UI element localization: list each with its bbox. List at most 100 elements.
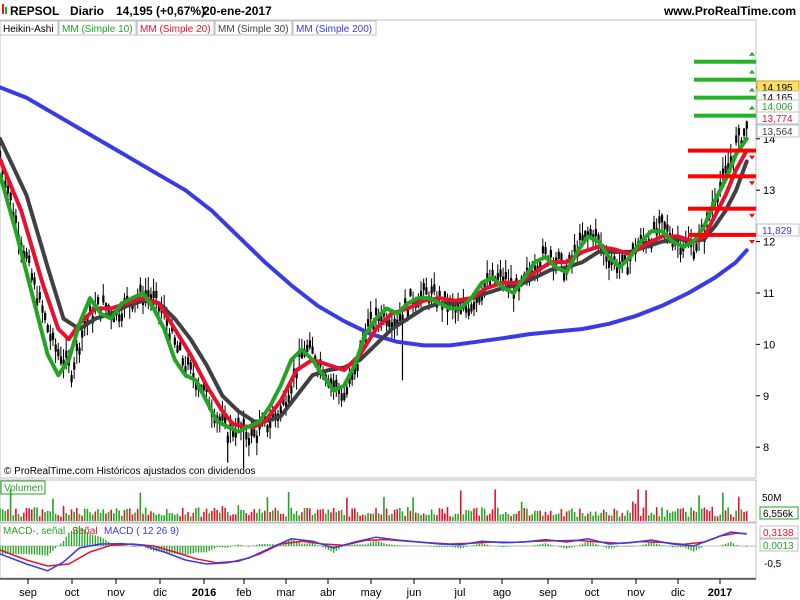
volume-bar (444, 513, 446, 521)
volume-bar (240, 510, 242, 521)
macd-value-label: 0,0013 (763, 541, 794, 552)
candle-body (46, 324, 49, 333)
volume-bar (327, 509, 330, 521)
candle-body (81, 330, 84, 338)
volume-bar (134, 512, 136, 521)
candle-body (465, 305, 468, 313)
volume-bar (277, 510, 279, 521)
support-level (688, 232, 756, 237)
x-tick-label: ago (493, 587, 511, 599)
candle-body (96, 297, 100, 305)
macd-value-box (759, 538, 799, 552)
volume-bar (290, 507, 293, 521)
volume-bar (409, 510, 412, 521)
candle-body (658, 216, 661, 224)
volume-bar (99, 513, 102, 521)
volume-bar (502, 514, 504, 521)
candle-body (147, 290, 150, 298)
price-tick-label: 12 (763, 237, 775, 249)
candle-body (287, 394, 290, 403)
volume-bar (396, 509, 398, 521)
candle-body (75, 343, 78, 351)
candle-body (496, 273, 500, 281)
candle-body (356, 363, 359, 372)
volume-bar (682, 508, 684, 521)
candle-body (250, 428, 253, 437)
price-value-label: 14,195 (762, 83, 793, 94)
candle-body (234, 430, 237, 438)
moving-averages (0, 85, 749, 434)
candle-body (311, 346, 314, 354)
volume-bar (504, 511, 507, 521)
volume-bar (41, 509, 44, 521)
legend: Heikin-Ashi MM (Simple 10) MM (Simple 20… (0, 20, 377, 36)
candle-body (300, 351, 304, 359)
volume-bar (576, 516, 579, 521)
volume-bar (102, 509, 105, 521)
volume-bar (610, 515, 613, 521)
candle-body (6, 186, 10, 194)
volume-bar (60, 516, 62, 521)
x-tick-label: dic (671, 587, 686, 599)
candle-body (14, 215, 18, 223)
volume-bar (234, 514, 237, 521)
price-value-label: 11,829 (762, 226, 792, 237)
volume-bar (674, 511, 677, 521)
candle-body (488, 278, 492, 286)
volume-bar (62, 505, 65, 521)
volume-bar (346, 497, 348, 521)
x-tick-label: nov (107, 587, 125, 599)
candle-body (340, 393, 343, 401)
candle-body (353, 366, 357, 375)
volume-bar (107, 511, 110, 521)
volume-bar (417, 513, 420, 521)
site-url[interactable]: www.ProRealTime.com (663, 4, 796, 18)
candle-body (44, 312, 47, 321)
candle-body (194, 382, 198, 390)
volume-bar (451, 516, 454, 521)
volume-bar (621, 513, 624, 521)
candle-body (502, 276, 505, 284)
volume-bar (425, 514, 428, 521)
candle-body (375, 307, 378, 315)
resistance-level (694, 59, 756, 64)
volume-bar (573, 512, 576, 521)
volume-bar (131, 514, 134, 521)
candle-body (631, 243, 635, 251)
volume-bar (393, 509, 396, 521)
volume-bar (401, 511, 404, 521)
volume-bar (420, 514, 422, 521)
volume-bar (465, 509, 467, 521)
candle-body (721, 168, 725, 176)
candle-body (290, 386, 293, 394)
candle-body (89, 306, 92, 314)
volume-bar (23, 512, 25, 521)
volume-bar (309, 508, 311, 521)
volume-bar (515, 513, 518, 521)
x-tick-label: oct (65, 587, 80, 599)
volume-bar (213, 507, 216, 521)
volume-bar (144, 507, 147, 521)
volume-bar (369, 513, 372, 521)
volume-bar (176, 513, 179, 521)
volume-bar (489, 513, 491, 521)
volume-bar (727, 507, 729, 521)
candle-body (438, 290, 441, 299)
volume-bar (306, 507, 308, 521)
candle-body (380, 315, 383, 324)
candle-body (472, 302, 476, 310)
candle-body (409, 288, 412, 297)
candle-body (653, 221, 656, 230)
header-icon (2, 4, 7, 14)
volume-bar (412, 497, 414, 521)
candle-body (139, 284, 142, 292)
macd-label-macd: MACD ( 12 26 9) (104, 526, 179, 537)
volume-bar (520, 501, 523, 521)
volume-bar (192, 513, 195, 521)
legend-heikin: Heikin-Ashi (3, 24, 54, 35)
volume-bar (404, 515, 406, 521)
candle-body (406, 310, 409, 318)
volume-bar (168, 513, 171, 521)
volume-bar (203, 511, 205, 521)
volume-bar (745, 511, 748, 521)
